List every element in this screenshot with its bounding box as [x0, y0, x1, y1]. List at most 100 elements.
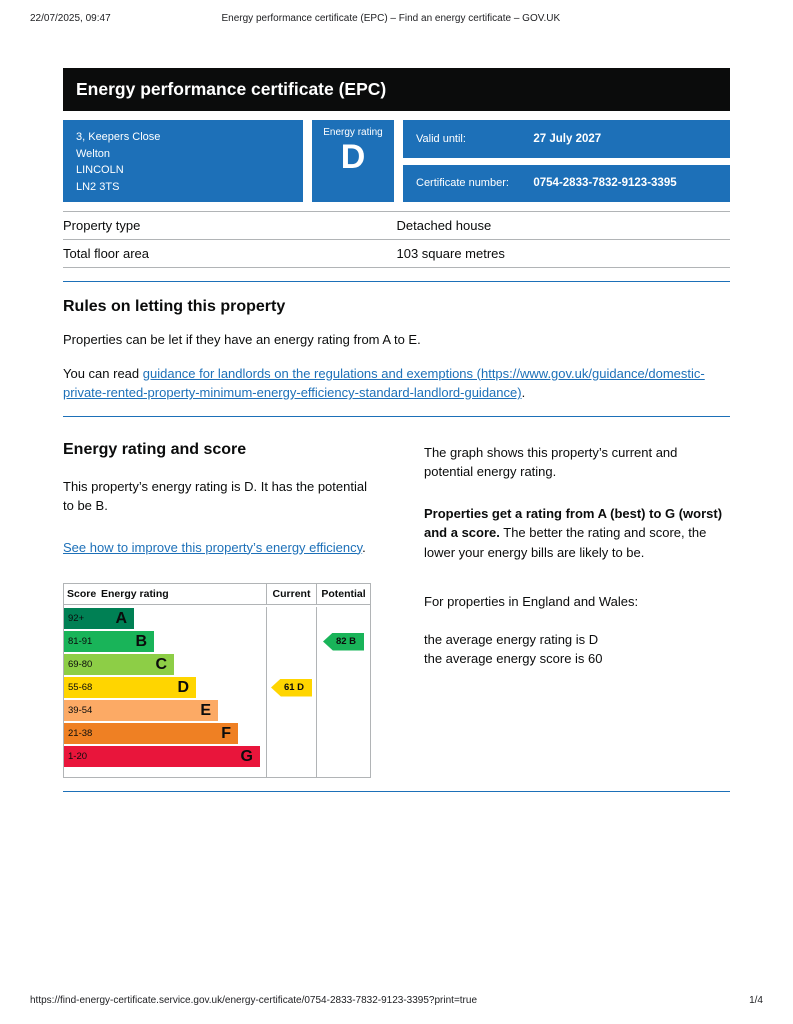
current-cell: [266, 722, 316, 745]
band-score-range: 55-68: [68, 682, 93, 693]
valid-until-value: 27 July 2027: [533, 132, 602, 145]
average-rating-line: the average energy rating is D: [424, 631, 599, 647]
band-letter: C: [155, 655, 167, 673]
energy-rating-label: Energy rating: [323, 127, 383, 138]
band-cell: 39-54 E: [64, 699, 266, 722]
chart-header-row: Score Energy rating Current Potential: [64, 584, 370, 605]
letting-para2: You can read guidance for landlords on t…: [63, 364, 730, 403]
chart-band-row: 55-68 D 61 D: [64, 676, 370, 699]
rating-left-column: Energy rating and score This property’s …: [63, 440, 373, 778]
address-line: LN2 3TS: [76, 180, 120, 193]
band-cell: 1-20 G: [64, 745, 266, 768]
page-title: Energy performance certificate (EPC): [76, 79, 387, 99]
property-table-row: Total floor area 103 square metres: [63, 239, 730, 268]
section-divider: [63, 415, 730, 417]
certificate-page: Energy performance certificate (EPC) 3, …: [63, 68, 730, 792]
epc-band-c: 69-80 C: [64, 654, 174, 675]
current-rating-marker: 61 D: [271, 678, 312, 697]
band-score-range: 81-91: [68, 636, 93, 647]
band-letter: E: [200, 701, 211, 719]
ratings-explainer-rest: The better the rating and score, the low…: [424, 525, 707, 560]
current-column-header: Current: [266, 584, 316, 604]
potential-cell: 82 B: [316, 630, 370, 653]
address-line: Welton: [76, 147, 111, 160]
chart-band-row: 21-38 F: [64, 722, 370, 745]
epc-rating-chart: Score Energy rating Current Potential 92…: [63, 583, 371, 778]
print-page-title: Energy performance certificate (EPC) – F…: [221, 13, 561, 24]
epc-band-b: 81-91 B: [64, 631, 154, 652]
property-row-label: Property type: [63, 211, 397, 240]
section-divider: [63, 791, 730, 792]
certificate-number-value: 0754-2833-7832-9123-3395: [533, 177, 677, 190]
letting-para2-prefix: You can read: [63, 365, 143, 381]
print-datetime: 22/07/2025, 09:47: [30, 13, 111, 24]
ratings-explainer-bold: Properties get a rating from A (best) to…: [424, 505, 723, 541]
address-line: 3, Keepers Close: [76, 131, 161, 143]
potential-cell: [316, 676, 370, 699]
energy-rating-box: Energy rating D: [312, 120, 394, 202]
band-cell: 92+ A: [64, 607, 266, 630]
band-letter: F: [221, 724, 231, 742]
page-indicator: 1/4: [749, 995, 763, 1006]
browser-print-footer: https://find-energy-certificate.service.…: [30, 995, 763, 1006]
chart-band-row: 92+ A: [64, 607, 370, 630]
property-row-value: 103 square metres: [396, 239, 730, 268]
browser-print-header: 22/07/2025, 09:47 Energy performance cer…: [30, 13, 763, 24]
epc-band-a: 92+ A: [64, 608, 134, 629]
rating-column-header: Energy rating: [101, 588, 169, 600]
band-score-range: 1-20: [68, 751, 88, 762]
letting-para2-suffix: .: [521, 385, 526, 400]
current-cell: [266, 653, 316, 676]
rating-heading: Energy rating and score: [63, 440, 247, 458]
certificate-number-box: Certificate number: 0754-2833-7832-9123-…: [403, 164, 730, 202]
potential-column-header: Potential: [316, 584, 370, 604]
band-letter: G: [240, 747, 253, 765]
chart-band-row: 1-20 G: [64, 745, 370, 768]
valid-until-label: Valid until:: [416, 132, 466, 145]
rating-right-column: The graph shows this property’s current …: [424, 441, 730, 779]
band-score-range: 69-80: [68, 659, 93, 670]
improve-paragraph: See how to improve this property’s energ…: [63, 538, 373, 558]
letting-para1: Properties can be let if they have an en…: [63, 332, 421, 347]
improve-efficiency-link[interactable]: See how to improve this property’s energ…: [63, 539, 363, 555]
page-title-banner: Energy performance certificate (EPC): [63, 68, 730, 111]
score-column-header: Score: [67, 588, 97, 600]
current-cell: [266, 745, 316, 768]
ratings-explainer: Properties get a rating from A (best) to…: [424, 504, 730, 563]
potential-cell: [316, 722, 370, 745]
band-score-range: 39-54: [68, 705, 93, 716]
landlord-guidance-link[interactable]: guidance for landlords on the regulation…: [63, 365, 705, 401]
footer-url: https://find-energy-certificate.service.…: [30, 995, 478, 1006]
graph-intro-text: The graph shows this property’s current …: [424, 444, 678, 480]
certificate-summary: 3, Keepers Close Welton LINCOLN LN2 3TS Ene…: [63, 120, 730, 202]
current-cell: [266, 699, 316, 722]
property-row-value: Detached house: [396, 211, 730, 240]
property-address: 3, Keepers Close Welton LINCOLN LN2 3TS: [63, 120, 303, 202]
band-letter: B: [135, 632, 147, 650]
average-score-line: the average energy score is 60: [424, 651, 603, 666]
valid-until-box: Valid until: 27 July 2027: [403, 120, 730, 158]
band-score-range: 21-38: [68, 728, 93, 739]
chart-spacer-cell: [316, 768, 370, 777]
epc-band-g: 1-20 G: [64, 746, 260, 767]
certificate-number-label: Certificate number:: [416, 177, 509, 190]
epc-band-f: 21-38 F: [64, 723, 238, 744]
band-cell: 81-91 B: [64, 630, 266, 653]
property-table-row: Property type Detached house: [63, 211, 730, 240]
current-cell: [266, 630, 316, 653]
potential-rating-marker: 82 B: [323, 632, 364, 651]
epc-band-d: 55-68 D: [64, 677, 196, 698]
band-cell: 69-80 C: [64, 653, 266, 676]
section-divider: [63, 281, 730, 282]
potential-cell: [316, 653, 370, 676]
band-letter: D: [177, 678, 189, 696]
chart-header-left: Score Energy rating: [64, 584, 266, 604]
band-cell: 55-68 D: [64, 676, 266, 699]
potential-cell: [316, 745, 370, 768]
epc-band-e: 39-54 E: [64, 700, 218, 721]
improve-suffix: .: [362, 539, 366, 555]
rating-summary-text: This property’s energy rating is D. It h…: [63, 478, 367, 514]
chart-band-row: 81-91 B 82 B: [64, 630, 370, 653]
averages-text: the average energy rating is D the avera…: [424, 630, 730, 669]
energy-rating-value: D: [340, 138, 366, 176]
